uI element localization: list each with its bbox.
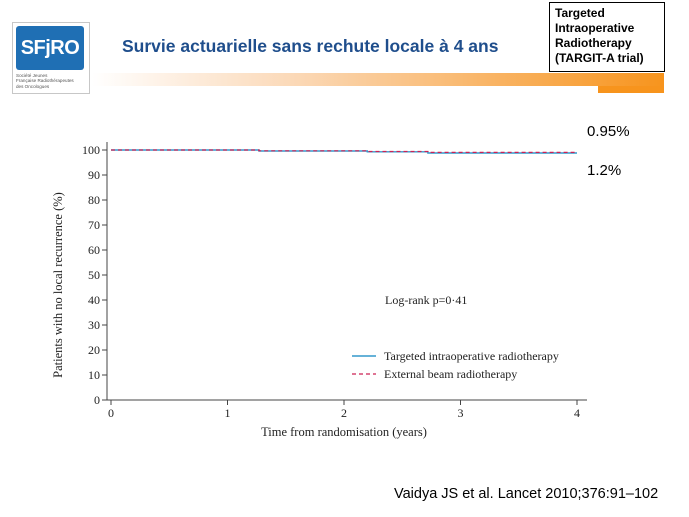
recurrence-value-tiort: 0.95%: [587, 123, 630, 140]
logo-caption-line: Société Jeunes: [16, 73, 48, 78]
trial-name-line: (TARGIT-A trial): [555, 51, 644, 65]
chart-series: [111, 149, 577, 154]
y-tick-label: 0: [94, 393, 100, 407]
logo-caption-line: Française Radiothérapeutes: [16, 78, 74, 84]
y-tick-label: 20: [88, 343, 100, 357]
logo-mark: SFjRO: [16, 26, 84, 70]
y-tick-label: 40: [88, 293, 100, 307]
y-tick-label: 80: [88, 193, 100, 207]
y-tick-label: 50: [88, 268, 100, 282]
citation: Vaidya JS et al. Lancet 2010;376:91–102: [394, 486, 659, 502]
y-tick-label: 90: [88, 168, 100, 182]
chart-axes: [102, 142, 587, 405]
trial-name-box: Targeted Intraoperative Radiotherapy (TA…: [549, 2, 665, 72]
trial-name-line: Intraoperative: [555, 21, 635, 35]
x-tick-label: 3: [458, 406, 464, 420]
header-accent-tip: [598, 86, 664, 93]
logo-caption: Société Jeunes Française Radiothérapeute…: [16, 73, 86, 89]
x-tick-label: 4: [574, 406, 580, 420]
y-tick-label: 30: [88, 318, 100, 332]
x-axis-title: Time from randomisation (years): [261, 425, 427, 439]
slide-title: Survie actuarielle sans rechute locale à…: [122, 36, 499, 56]
y-axis-title: Patients with no local recurrence (%): [51, 192, 65, 378]
recurrence-value-ebrt: 1.2%: [587, 162, 622, 179]
trial-name-line: Radiotherapy: [555, 36, 632, 50]
header-accent-bar: [92, 73, 664, 86]
y-tick-label: 70: [88, 218, 100, 232]
x-tick-label: 0: [108, 406, 114, 420]
y-tick-label: 60: [88, 243, 100, 257]
x-tick-label: 1: [225, 406, 231, 420]
x-tick-label: 2: [341, 406, 347, 420]
y-tick-label: 100: [82, 143, 100, 157]
sfjro-logo: SFjRO Société Jeunes Française Radiothér…: [12, 22, 90, 94]
logo-caption-line: des Oncologues: [16, 83, 50, 89]
chart-labels: 0 10 20 30 40 50 60 70 80 90 100 0 1 2 3 4 Time from ran…: [51, 143, 580, 439]
legend-label: External beam radiotherapy: [384, 367, 517, 381]
y-tick-label: 10: [88, 368, 100, 382]
series-line-ebrt: [111, 149, 577, 153]
trial-name-line: Targeted: [555, 6, 605, 20]
logrank-annotation: Log-rank p=0·41: [385, 293, 467, 307]
legend-label: Targeted intraoperative radiotherapy: [384, 349, 559, 363]
